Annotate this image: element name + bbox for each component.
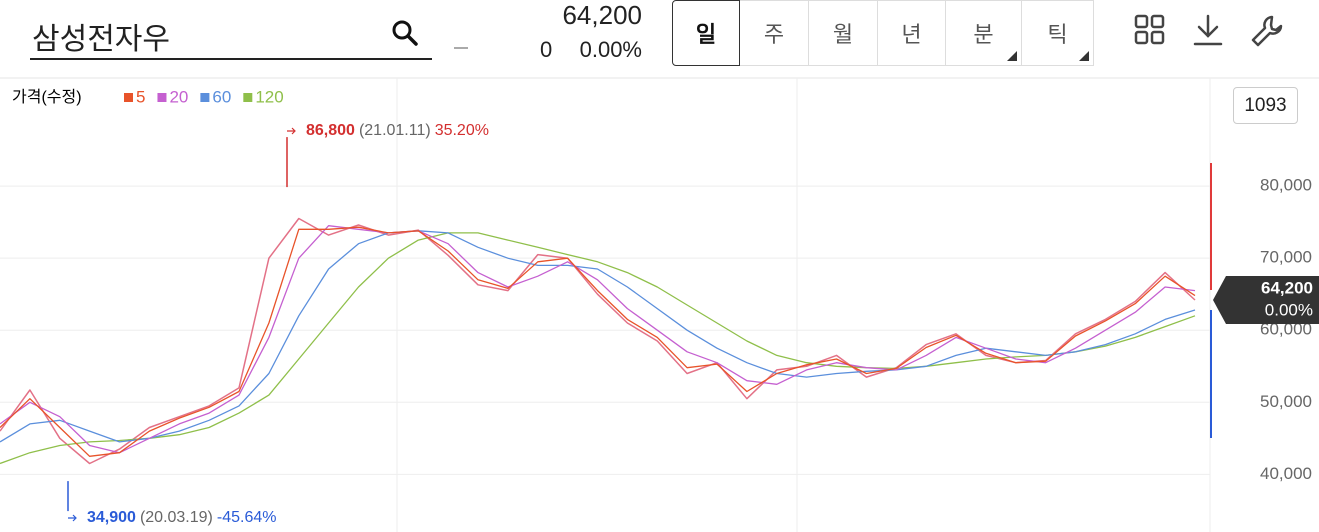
period-tab[interactable]: 분 [946, 0, 1022, 66]
extreme-price: 34,900 [87, 509, 136, 526]
change: 0 [540, 37, 553, 62]
extreme-change: -45.64% [217, 509, 277, 526]
period-tab[interactable]: 일 [672, 0, 740, 66]
tab-label: 년 [901, 22, 922, 47]
y-tick-label: 50,000 [1260, 392, 1312, 411]
settings-icon[interactable] [1250, 14, 1284, 48]
price-line [0, 217, 1196, 465]
y-tick-label: 60,000 [1260, 320, 1312, 339]
legend-label: 120 [255, 87, 283, 106]
legend-swatch [124, 93, 133, 102]
download-icon[interactable] [1192, 14, 1224, 46]
tab-label: 일 [695, 22, 717, 47]
tab-label: 틱 [1047, 22, 1068, 47]
period-tab[interactable]: 틱 [1022, 0, 1094, 66]
ma-line [0, 225, 1196, 454]
legend-label: 5 [136, 87, 145, 106]
layout-icon[interactable] [1134, 14, 1166, 46]
extreme-price: 86,800 [306, 122, 355, 139]
legend-label: 20 [169, 87, 188, 106]
legend-swatch [200, 93, 210, 102]
legend-label: 60 [212, 87, 231, 106]
tab-label: 주 [763, 22, 785, 47]
y-tick-label: 80,000 [1260, 176, 1312, 195]
legend-swatch [243, 93, 253, 102]
dash [454, 47, 468, 49]
extreme-change: 35.20% [435, 122, 489, 139]
change-pct: 0.00% [579, 37, 642, 62]
search-box[interactable]: 삼성전자우 [30, 12, 432, 60]
search-text: 삼성전자우 [32, 23, 170, 56]
last-price-tag [1213, 275, 1319, 324]
tab-label: 월 [832, 22, 854, 47]
extreme-date: (20.03.19) [140, 509, 213, 526]
search-icon[interactable] [390, 18, 420, 48]
extreme-arrow [287, 127, 296, 135]
price: 64,200 [562, 0, 642, 30]
menu-corner [1079, 51, 1089, 61]
period-tab[interactable]: 년 [878, 0, 946, 66]
last-price: 64,200 [1261, 278, 1313, 297]
y-tick-label: 70,000 [1260, 248, 1312, 267]
count-badge[interactable]: 1093 [1233, 87, 1298, 124]
extreme-arrow [68, 514, 77, 522]
legend-title: 가격(수정) [12, 88, 82, 106]
ma-line [0, 230, 1196, 443]
ma-line [0, 232, 1196, 465]
period-tab[interactable]: 주 [740, 0, 809, 66]
y-tick-label: 40,000 [1260, 464, 1312, 483]
menu-corner [1007, 51, 1017, 61]
legend-swatch [157, 93, 167, 102]
tab-label: 분 [973, 22, 994, 47]
extreme-date: (21.01.11) [359, 122, 431, 139]
ma-line [0, 226, 1196, 457]
last-change: 0.00% [1265, 300, 1313, 319]
period-tab[interactable]: 월 [809, 0, 878, 66]
